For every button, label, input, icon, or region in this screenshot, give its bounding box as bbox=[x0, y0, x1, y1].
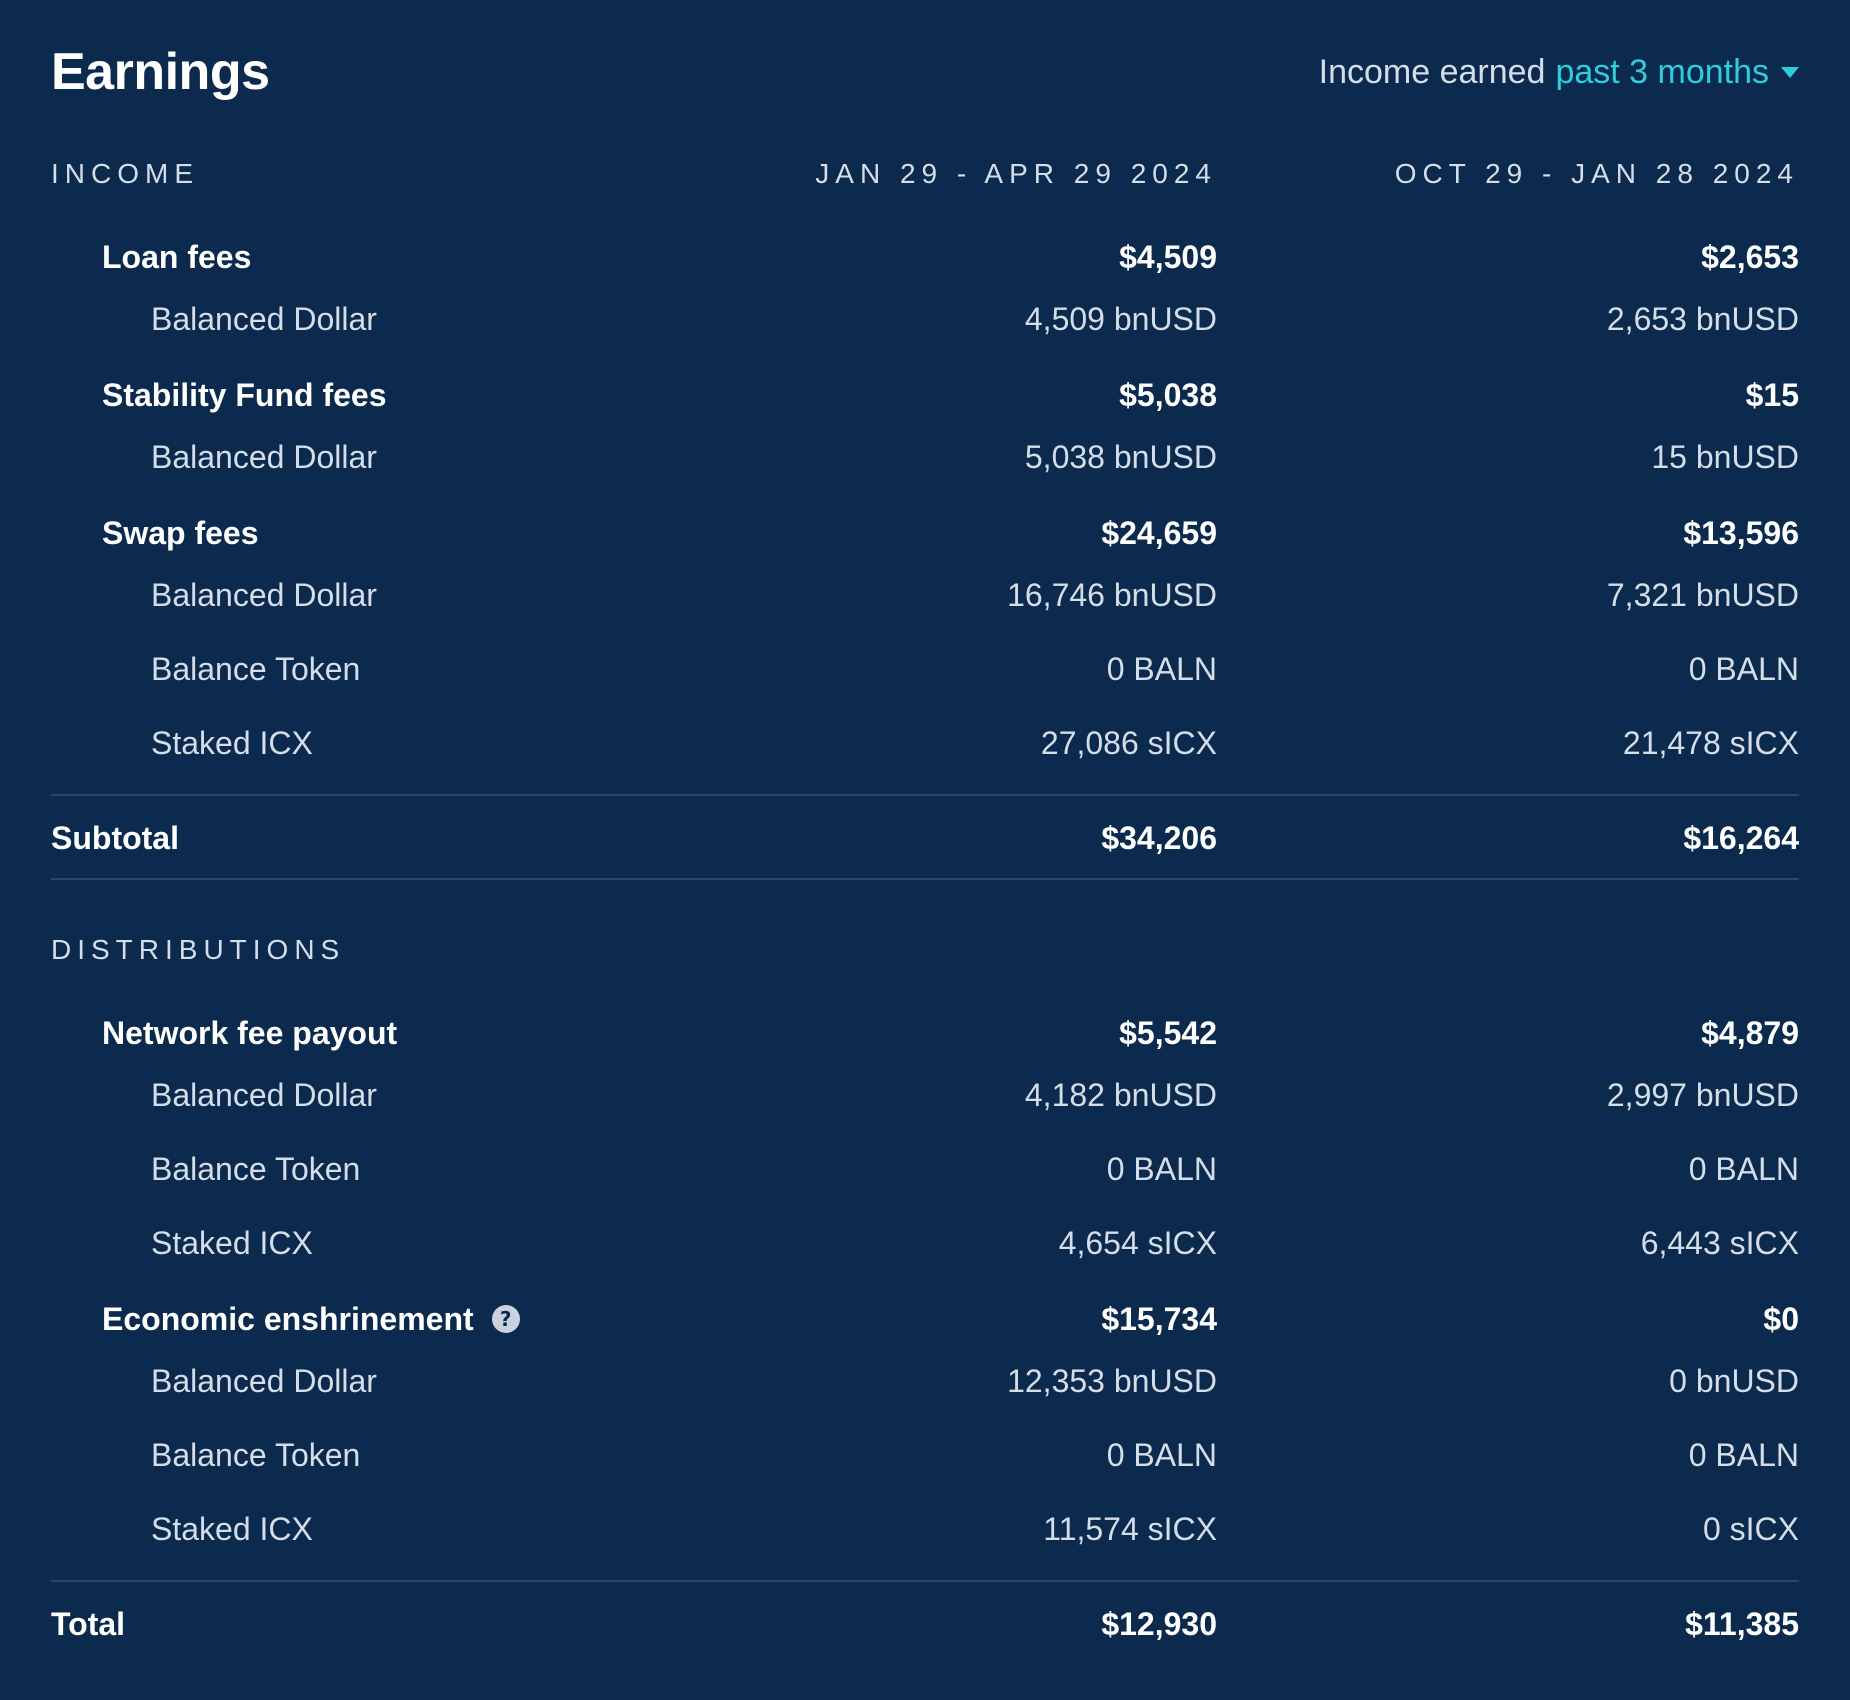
asset-value-previous: 0 sICX bbox=[1702, 1510, 1799, 1547]
distribution-asset-row: Staked ICX 4,654 sICX 6,443 sICX bbox=[51, 1218, 1799, 1268]
group-label-wrap: Economic enshrinement ? bbox=[51, 1301, 757, 1338]
income-group-swap-fees: Swap fees $24,659 $13,596 bbox=[51, 508, 1799, 558]
distributions-heading: DISTRIBUTIONS bbox=[51, 934, 346, 965]
group-value-current: $24,659 bbox=[1101, 514, 1217, 551]
distribution-asset-row: Balance Token 0 BALN 0 BALN bbox=[51, 1144, 1799, 1194]
income-section-header: INCOME JAN 29 - APR 29 2024 OCT 29 - JAN… bbox=[51, 154, 1799, 194]
asset-value-previous: 15 bnUSD bbox=[1651, 438, 1799, 475]
asset-label: Balanced Dollar bbox=[151, 438, 377, 475]
total-value-previous: $11,385 bbox=[1685, 1605, 1799, 1642]
distribution-asset-row: Balanced Dollar 12,353 bnUSD 0 bnUSD bbox=[51, 1356, 1799, 1406]
asset-label: Balanced Dollar bbox=[151, 1362, 377, 1399]
distribution-asset-row: Staked ICX 11,574 sICX 0 sICX bbox=[51, 1504, 1799, 1554]
asset-value-previous: 7,321 bnUSD bbox=[1606, 576, 1799, 613]
group-value-previous: $13,596 bbox=[1683, 514, 1799, 551]
asset-value-current: 5,038 bnUSD bbox=[1024, 438, 1217, 475]
distribution-group-economic-enshrinement: Economic enshrinement ? $15,734 $0 bbox=[51, 1294, 1799, 1344]
asset-label: Balanced Dollar bbox=[151, 1076, 377, 1113]
divider bbox=[51, 1580, 1799, 1582]
distribution-asset-row: Balance Token 0 BALN 0 BALN bbox=[51, 1430, 1799, 1480]
subtotal-row: Subtotal $34,206 $16,264 bbox=[51, 813, 1799, 863]
group-value-previous: $0 bbox=[1763, 1300, 1799, 1337]
total-row: Total $12,930 $11,385 bbox=[51, 1599, 1799, 1649]
asset-label: Staked ICX bbox=[151, 1224, 313, 1261]
asset-value-current: 12,353 bnUSD bbox=[1007, 1362, 1217, 1399]
distribution-group-network-fee-payout: Network fee payout $5,542 $4,879 bbox=[51, 1008, 1799, 1058]
group-value-current: $5,542 bbox=[1119, 1014, 1217, 1051]
group-label: Swap fees bbox=[102, 514, 259, 551]
asset-value-previous: 6,443 sICX bbox=[1640, 1224, 1799, 1261]
income-group-loan-fees: Loan fees $4,509 $2,653 bbox=[51, 232, 1799, 282]
asset-value-current: 27,086 sICX bbox=[1040, 724, 1217, 761]
asset-label: Balance Token bbox=[151, 1436, 361, 1473]
asset-value-current: 4,654 sICX bbox=[1058, 1224, 1217, 1261]
asset-value-previous: 21,478 sICX bbox=[1622, 724, 1799, 761]
asset-value-previous: 0 BALN bbox=[1688, 1150, 1799, 1187]
asset-value-previous: 0 BALN bbox=[1688, 650, 1799, 687]
period-column-previous: OCT 29 - JAN 28 2024 bbox=[1394, 158, 1799, 189]
asset-label: Staked ICX bbox=[151, 1510, 313, 1547]
period-selector[interactable]: Income earned past 3 months bbox=[1319, 53, 1799, 92]
income-asset-row: Balanced Dollar 5,038 bnUSD 15 bnUSD bbox=[51, 432, 1799, 482]
period-column-current: JAN 29 - APR 29 2024 bbox=[815, 158, 1217, 189]
income-asset-row: Balance Token 0 BALN 0 BALN bbox=[51, 644, 1799, 694]
asset-label: Balanced Dollar bbox=[151, 576, 377, 613]
asset-value-previous: 2,653 bnUSD bbox=[1606, 300, 1799, 337]
subtotal-value-current: $34,206 bbox=[1101, 819, 1217, 856]
group-value-current: $4,509 bbox=[1119, 238, 1217, 275]
asset-value-current: 0 BALN bbox=[1106, 650, 1217, 687]
divider bbox=[51, 878, 1799, 880]
divider bbox=[51, 794, 1799, 796]
group-value-current: $5,038 bbox=[1119, 376, 1217, 413]
income-asset-row: Balanced Dollar 16,746 bnUSD 7,321 bnUSD bbox=[51, 570, 1799, 620]
asset-value-previous: 2,997 bnUSD bbox=[1606, 1076, 1799, 1113]
asset-value-previous: 0 BALN bbox=[1688, 1436, 1799, 1473]
asset-value-current: 4,509 bnUSD bbox=[1024, 300, 1217, 337]
income-asset-row: Balanced Dollar 4,509 bnUSD 2,653 bnUSD bbox=[51, 294, 1799, 344]
asset-value-current: 4,182 bnUSD bbox=[1024, 1076, 1217, 1113]
group-value-previous: $15 bbox=[1745, 376, 1799, 413]
period-label: Income earned bbox=[1318, 52, 1546, 91]
asset-value-current: 16,746 bnUSD bbox=[1007, 576, 1217, 613]
total-value-current: $12,930 bbox=[1101, 1605, 1217, 1642]
asset-value-current: 0 BALN bbox=[1106, 1436, 1217, 1473]
asset-value-previous: 0 bnUSD bbox=[1669, 1362, 1799, 1399]
distributions-section-header: DISTRIBUTIONS bbox=[51, 930, 1799, 970]
subtotal-value-previous: $16,264 bbox=[1683, 819, 1799, 856]
total-label: Total bbox=[51, 1605, 126, 1642]
asset-value-current: 0 BALN bbox=[1106, 1150, 1217, 1187]
group-label: Stability Fund fees bbox=[102, 376, 387, 413]
asset-value-current: 11,574 sICX bbox=[1043, 1510, 1217, 1547]
earnings-header: Earnings Income earned past 3 months bbox=[51, 40, 1799, 104]
income-group-stability-fund-fees: Stability Fund fees $5,038 $15 bbox=[51, 370, 1799, 420]
page-title: Earnings bbox=[51, 43, 270, 101]
question-mark-icon[interactable]: ? bbox=[491, 1305, 520, 1333]
income-asset-row: Staked ICX 27,086 sICX 21,478 sICX bbox=[51, 718, 1799, 768]
group-value-previous: $4,879 bbox=[1701, 1014, 1799, 1051]
group-label: Network fee payout bbox=[102, 1014, 398, 1051]
income-heading: INCOME bbox=[51, 158, 199, 189]
asset-label: Balance Token bbox=[151, 1150, 361, 1187]
distribution-asset-row: Balanced Dollar 4,182 bnUSD 2,997 bnUSD bbox=[51, 1070, 1799, 1120]
group-label: Economic enshrinement bbox=[102, 1300, 474, 1337]
group-label: Loan fees bbox=[102, 238, 252, 275]
asset-label: Staked ICX bbox=[151, 724, 313, 761]
group-value-previous: $2,653 bbox=[1701, 238, 1799, 275]
asset-label: Balance Token bbox=[151, 650, 361, 687]
subtotal-label: Subtotal bbox=[51, 819, 179, 856]
group-value-current: $15,734 bbox=[1101, 1300, 1217, 1337]
period-dropdown[interactable]: past 3 months bbox=[1555, 52, 1769, 91]
asset-label: Balanced Dollar bbox=[151, 300, 377, 337]
caret-down-icon[interactable] bbox=[1781, 66, 1799, 78]
